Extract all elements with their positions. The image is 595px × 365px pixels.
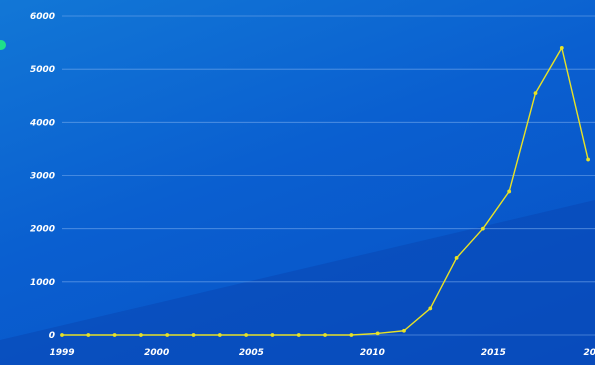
data-point [60,333,64,337]
data-point [507,189,512,194]
data-point [559,46,564,50]
x-tick-label: 1999 [49,348,74,358]
data-point [244,333,249,337]
data-point [480,226,485,231]
y-tick-label: 2000 [30,225,55,235]
data-point [402,328,406,333]
x-tick-label: 2005 [239,348,264,358]
data-point [375,331,380,336]
data-point [112,333,117,337]
y-tick-label: 5000 [30,65,55,75]
data-point [323,333,327,337]
data-point [86,333,91,337]
data-point [349,333,354,337]
x-tick-label: 2015 [481,348,506,358]
data-point [586,157,591,162]
data-point [191,333,196,337]
data-point [165,333,170,337]
x-tick-label: 2000 [144,348,169,358]
data-point [217,333,222,337]
y-tick-label: 1000 [30,278,55,288]
data-point [139,333,143,337]
background-band [0,200,595,365]
data-point [533,91,538,95]
y-tick-label: 4000 [29,118,55,128]
data-point [454,256,459,260]
y-tick-label: 6000 [30,12,55,22]
data-point [270,333,275,337]
x-tick-label: 2010 [360,348,385,358]
y-tick-label: 3000 [30,172,55,182]
legend-dot-icon [0,40,6,50]
data-point [428,306,433,311]
x-tick-label: 2016 [583,348,595,358]
data-point [296,333,301,337]
y-tick-label: 0 [49,331,55,341]
